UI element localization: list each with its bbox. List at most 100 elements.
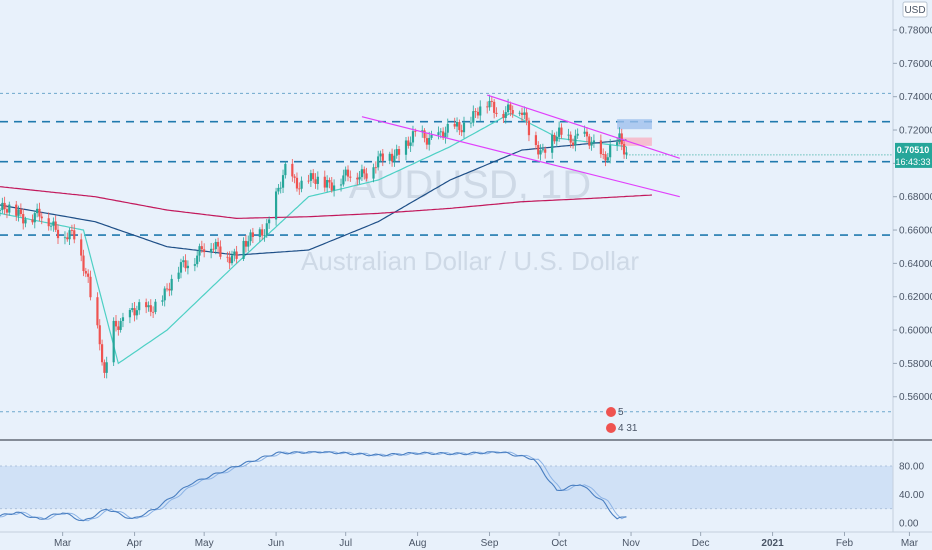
- candle-body: [442, 131, 445, 138]
- candle-body: [24, 219, 27, 224]
- candle-body: [346, 169, 350, 177]
- candle-body: [268, 219, 271, 224]
- time-axis-tick-label: Apr: [127, 538, 143, 549]
- candle-body: [219, 246, 222, 257]
- candle-body: [87, 273, 90, 277]
- candle-body: [527, 120, 531, 136]
- bar-countdown: 16:43:33: [895, 157, 930, 167]
- candle-body: [323, 176, 326, 188]
- moving-average-line: [0, 139, 627, 256]
- candle-body: [567, 134, 570, 136]
- candle-body: [493, 101, 496, 113]
- candle-body: [184, 260, 187, 269]
- price-axis-tick-label: 0.58000: [899, 359, 932, 370]
- candle-body: [381, 153, 384, 161]
- candle-body: [411, 131, 415, 143]
- candle-body: [472, 111, 475, 123]
- watermark-symbol: AUDUSD, 1D: [349, 163, 591, 207]
- last-price-value: 0.70510: [897, 145, 930, 155]
- candle-body: [606, 157, 609, 161]
- last-price-tag: 0.70510 16:43:33: [895, 142, 932, 168]
- time-axis-tick-label: Aug: [409, 538, 427, 549]
- time-axis[interactable]: Mar Apr May Jun Jul Aug Sep Oct Nov Dec 2021 Feb Mar: [54, 532, 919, 549]
- candle-body: [31, 219, 34, 223]
- candle-body: [133, 308, 136, 316]
- candle-body: [0, 210, 2, 211]
- candle-body: [602, 154, 605, 155]
- candle-body: [397, 149, 401, 155]
- candle-body: [425, 138, 428, 145]
- candle-body: [284, 163, 287, 176]
- candle-body: [458, 122, 461, 131]
- candle-body: [358, 177, 361, 180]
- oscillator-axis-tick-label: 40.00: [899, 490, 924, 501]
- candle-body: [291, 163, 294, 177]
- candle-body: [161, 300, 164, 302]
- candle-body: [121, 317, 125, 321]
- supply-zone[interactable]: [617, 137, 652, 146]
- candle-body: [56, 229, 60, 239]
- price-axis-tick-label: 0.76000: [899, 59, 932, 70]
- event-marker-icon[interactable]: [606, 423, 616, 433]
- candle-body: [616, 142, 619, 146]
- price-axis-tick-label: 0.56000: [899, 392, 932, 403]
- candle-body: [165, 288, 169, 290]
- candle-body: [437, 132, 440, 135]
- candle-body: [553, 134, 556, 142]
- candle-body: [228, 257, 231, 264]
- price-axis-tick-label: 0.78000: [899, 26, 932, 37]
- candle-body: [170, 278, 173, 291]
- candle-body: [609, 145, 612, 158]
- candle-body: [40, 216, 43, 219]
- candle-body: [388, 153, 391, 161]
- candle-body: [423, 130, 426, 139]
- channel-trendline[interactable]: [361, 116, 680, 198]
- candle-body: [523, 112, 526, 115]
- channel-trendline[interactable]: [487, 94, 680, 159]
- candle-body: [258, 229, 261, 238]
- candle-body: [439, 131, 442, 133]
- candle-body: [560, 127, 563, 135]
- candle-body: [212, 248, 215, 250]
- candle-body: [152, 311, 155, 313]
- candle-body: [112, 320, 115, 363]
- candle-body: [210, 248, 213, 253]
- candle-body: [430, 134, 433, 138]
- time-axis-tick-label: May: [195, 538, 214, 549]
- event-markers[interactable]: 5 4 31: [606, 407, 638, 434]
- candle-body: [22, 214, 25, 224]
- candle-body: [625, 152, 628, 155]
- candle-body: [518, 112, 521, 114]
- resistance-zone[interactable]: [617, 119, 652, 130]
- oscillator-pane: [0, 451, 893, 522]
- candle-body: [251, 232, 254, 238]
- event-marker-icon[interactable]: [606, 407, 616, 417]
- candle-body: [279, 187, 282, 189]
- oscillator-band: [0, 466, 893, 509]
- time-axis-tick-label: Mar: [901, 538, 919, 549]
- oscillator-line: [0, 451, 627, 522]
- candle-body: [474, 111, 477, 112]
- candle-body: [15, 204, 18, 216]
- price-zones: [617, 119, 652, 146]
- candle-body: [363, 169, 366, 174]
- candle-body: [446, 123, 449, 133]
- candle-body: [511, 110, 514, 114]
- candle-body: [1, 202, 4, 211]
- candle-body: [307, 180, 310, 182]
- candle-body: [525, 112, 528, 121]
- candle-body: [342, 175, 345, 185]
- candle-body: [479, 106, 482, 116]
- candle-body: [131, 308, 134, 310]
- candle-body: [316, 176, 319, 184]
- candle-body: [395, 149, 398, 156]
- candle-body: [571, 142, 575, 146]
- oscillator-axis[interactable]: 80.00 40.00 0.00: [899, 462, 924, 530]
- candle-body: [119, 320, 122, 330]
- candle-body: [200, 246, 203, 250]
- candle-body: [309, 173, 312, 181]
- candle-body: [486, 106, 489, 108]
- candle-body: [469, 122, 473, 124]
- last-price-background: [895, 142, 932, 168]
